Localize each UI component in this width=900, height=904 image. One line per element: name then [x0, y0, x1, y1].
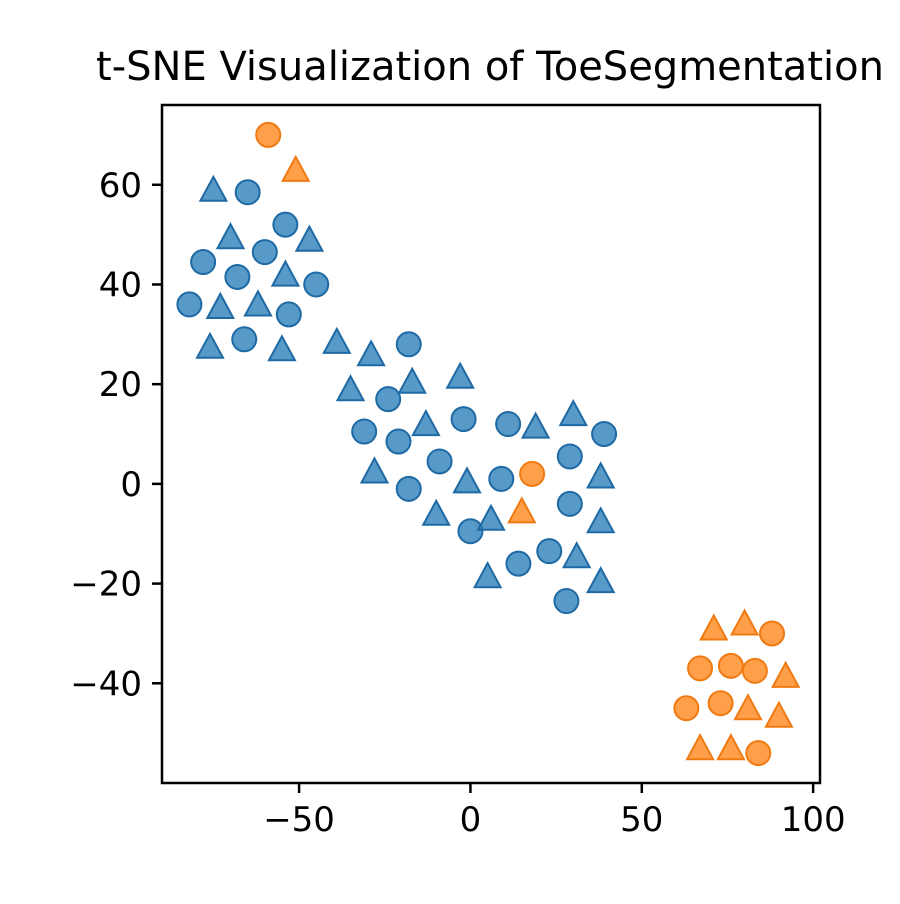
plot-frame [160, 103, 822, 785]
data-point-triangle-1-4 [205, 291, 235, 319]
data-point-triangle-1-15 [452, 466, 482, 494]
marks-layer [176, 121, 801, 767]
y-tick-label-5: 60 [99, 166, 142, 206]
data-point-circle-2-2 [759, 620, 786, 647]
data-point-circle-0-10 [375, 386, 402, 413]
y-tick-label-3: 20 [99, 365, 142, 405]
data-point-triangle-1-22 [586, 506, 616, 534]
data-point-circle-0-14 [395, 475, 422, 502]
data-point-circle-0-11 [351, 418, 378, 445]
data-point-triangle-1-6 [195, 331, 225, 359]
data-point-circle-2-4 [717, 652, 744, 679]
data-point-circle-2-7 [707, 690, 734, 717]
data-point-triangle-1-16 [421, 498, 451, 526]
data-point-triangle-1-20 [558, 399, 588, 427]
y-tick-label-1: −20 [70, 565, 142, 605]
data-point-circle-2-5 [741, 657, 768, 684]
x-tick-label-0: −50 [263, 800, 335, 840]
data-point-circle-0-21 [556, 490, 583, 517]
data-point-triangle-1-11 [397, 366, 427, 394]
data-point-circle-0-6 [275, 301, 302, 328]
y-tick-label-2: 0 [120, 465, 142, 505]
data-point-triangle-1-23 [562, 541, 592, 569]
data-point-circle-2-1 [519, 460, 546, 487]
data-point-circle-0-4 [251, 239, 278, 266]
data-point-triangle-1-3 [270, 259, 301, 287]
data-point-circle-0-19 [556, 443, 583, 470]
data-point-triangle-1-18 [472, 560, 503, 589]
data-point-circle-0-23 [505, 550, 532, 577]
data-point-triangle-3-4 [771, 660, 801, 688]
data-point-triangle-3-7 [685, 732, 715, 761]
data-point-triangle-3-6 [764, 700, 794, 728]
data-point-circle-0-5 [176, 291, 203, 318]
data-point-triangle-1-5 [243, 289, 273, 317]
data-point-triangle-1-10 [335, 374, 366, 402]
x-tick-label-2: 50 [620, 800, 663, 840]
data-point-triangle-1-1 [215, 221, 246, 250]
data-point-triangle-1-8 [322, 326, 352, 354]
data-point-circle-0-12 [385, 428, 412, 455]
data-point-triangle-1-19 [520, 411, 551, 439]
x-tick-label-3: 100 [781, 800, 846, 840]
data-point-circle-0-3 [224, 263, 251, 290]
data-point-triangle-3-5 [733, 693, 763, 721]
data-point-circle-2-6 [673, 695, 700, 722]
data-point-circle-0-0 [234, 179, 261, 206]
data-point-circle-0-16 [457, 518, 484, 545]
data-point-triangle-1-13 [359, 456, 390, 484]
data-point-triangle-3-1 [507, 496, 537, 524]
data-point-circle-0-2 [190, 249, 217, 276]
data-point-triangle-3-2 [699, 613, 729, 641]
data-point-triangle-1-0 [198, 174, 229, 202]
axes-layer: −50 0 50 100 −40 −20 0 20 40 60 [70, 103, 846, 840]
data-point-triangle-1-21 [586, 461, 616, 489]
data-point-triangle-1-17 [476, 503, 506, 531]
data-point-circle-0-7 [303, 271, 330, 298]
data-point-triangle-1-2 [294, 224, 325, 252]
data-point-circle-0-13 [426, 448, 453, 475]
data-point-circle-2-0 [255, 121, 282, 148]
data-point-triangle-3-8 [716, 732, 746, 761]
data-point-triangle-3-0 [281, 154, 311, 182]
data-point-triangle-1-12 [411, 409, 441, 437]
data-point-triangle-3-3 [729, 608, 760, 636]
data-point-triangle-1-9 [356, 339, 386, 367]
data-point-circle-2-3 [687, 655, 714, 682]
data-point-circle-0-20 [591, 421, 618, 448]
data-point-circle-0-8 [231, 326, 258, 353]
data-point-circle-0-1 [272, 211, 299, 238]
data-point-triangle-1-7 [267, 334, 297, 362]
data-point-circle-0-17 [495, 411, 522, 438]
data-point-circle-0-18 [488, 465, 515, 492]
data-point-circle-0-9 [395, 331, 422, 358]
data-point-circle-2-8 [745, 740, 772, 767]
data-point-triangle-1-14 [445, 361, 475, 389]
x-tick-label-1: 0 [460, 800, 482, 840]
chart-title: t-SNE Visualization of ToeSegmentation [96, 44, 884, 90]
data-point-circle-0-22 [536, 538, 563, 565]
y-tick-label-4: 40 [99, 265, 142, 305]
data-point-circle-0-24 [553, 588, 580, 615]
y-tick-label-0: −40 [70, 664, 142, 704]
data-point-circle-0-15 [450, 406, 477, 433]
data-point-triangle-1-24 [586, 566, 616, 594]
